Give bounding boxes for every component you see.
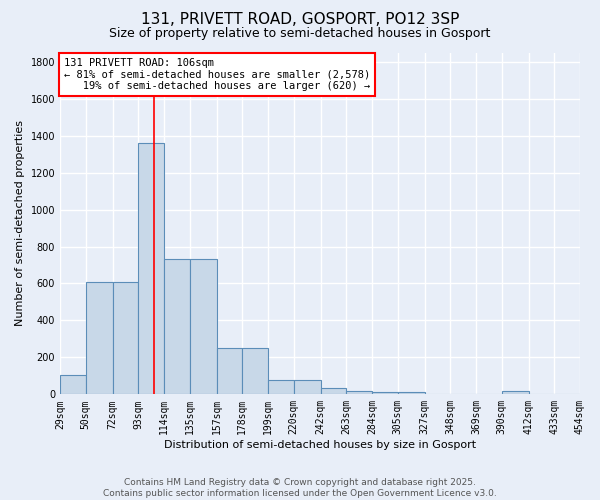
Bar	[164, 260, 190, 394]
Bar	[502, 390, 529, 394]
Bar	[268, 380, 294, 394]
Bar	[217, 348, 242, 395]
Bar	[346, 390, 372, 394]
Text: Contains HM Land Registry data © Crown copyright and database right 2025.
Contai: Contains HM Land Registry data © Crown c…	[103, 478, 497, 498]
Bar	[139, 143, 164, 395]
Bar	[242, 348, 268, 395]
Bar	[60, 374, 86, 394]
Bar	[294, 380, 320, 394]
Bar	[320, 388, 346, 394]
Bar	[398, 392, 425, 394]
Bar	[372, 392, 398, 394]
Bar	[190, 260, 217, 394]
X-axis label: Distribution of semi-detached houses by size in Gosport: Distribution of semi-detached houses by …	[164, 440, 476, 450]
Text: 131 PRIVETT ROAD: 106sqm
← 81% of semi-detached houses are smaller (2,578)
   19: 131 PRIVETT ROAD: 106sqm ← 81% of semi-d…	[64, 58, 370, 91]
Bar	[113, 282, 139, 395]
Bar	[86, 282, 113, 395]
Y-axis label: Number of semi-detached properties: Number of semi-detached properties	[15, 120, 25, 326]
Text: 131, PRIVETT ROAD, GOSPORT, PO12 3SP: 131, PRIVETT ROAD, GOSPORT, PO12 3SP	[141, 12, 459, 28]
Text: Size of property relative to semi-detached houses in Gosport: Size of property relative to semi-detach…	[109, 28, 491, 40]
